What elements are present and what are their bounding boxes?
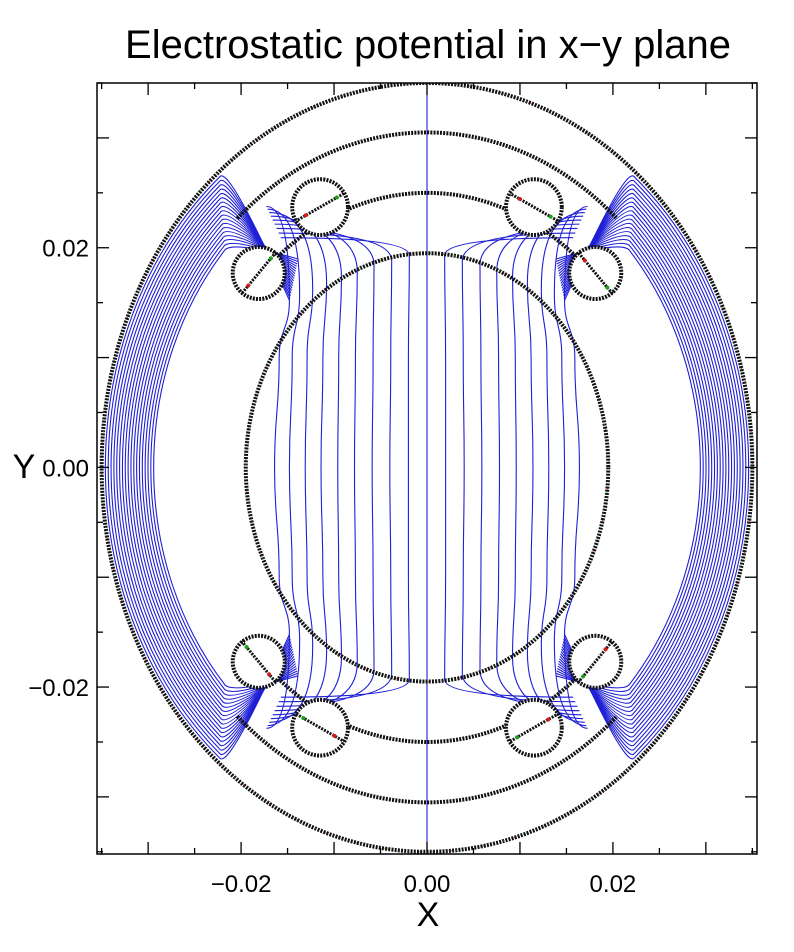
contour-line [267,208,301,727]
left-band-line [113,188,292,747]
outer-equipotential-bands [104,175,750,760]
contour-line [270,215,328,720]
contour-line [461,232,576,703]
right-band-line [559,214,724,721]
bottom-ring-outer [235,714,619,805]
right-band-line [562,192,738,742]
speckle-red [267,672,272,677]
inner-region-boundary-speckle-green [245,252,609,683]
left-band-line [116,192,292,742]
x-tick-label: 0.00 [404,871,451,898]
y-axis-ticks: 0.02 0.00 −0.02 [28,82,757,853]
right-band-line [558,227,716,708]
left-band-line [141,231,297,704]
speckle-green [301,716,306,721]
left-band-line [147,238,298,696]
speckle-red [582,258,587,263]
contour-line [269,211,314,723]
right-band-line [558,222,718,712]
left-band-line [110,184,291,751]
contour-line [280,237,410,698]
y-tick-label: 0.02 [42,236,89,263]
speckle-red [603,647,608,652]
contour-line [266,205,290,729]
right-band-line [557,231,713,704]
contour-line [526,215,584,720]
top-ring-outer [235,130,619,220]
right-band-line [559,218,721,717]
left-band-line [119,197,293,738]
left-band-line [121,201,293,734]
y-tick-label: −0.02 [28,675,89,702]
y-axis-label: Y [13,448,36,486]
speckle-green [548,214,553,219]
contour-line [540,211,585,723]
x-tick-label: 0.02 [590,871,637,898]
left-band-line [153,246,299,689]
right-band-line [561,201,733,734]
x-axis-label: X [417,896,440,934]
speckle-green [244,645,249,650]
left-band-line [138,227,296,708]
right-band-line [563,184,744,751]
speckle-green [581,674,586,679]
right-band-line [556,242,704,693]
contour-line [553,208,587,727]
speckle-red [303,213,308,218]
contour-line [479,227,578,707]
contour-line [276,227,375,707]
x-axis-ticks: −0.02 0.00 0.02 [100,83,754,898]
speckle-green [605,285,610,290]
left-band-line [130,214,295,721]
speckle-green [334,195,339,200]
y-tick-label: 0.00 [42,455,89,482]
right-band-line [556,238,707,696]
speckle-green [515,735,520,740]
left-band-line [133,218,295,717]
left-band-line [150,242,298,693]
right-band-line [560,210,727,725]
contour-line [272,219,343,716]
speckle-red [546,717,551,722]
right-band-line [555,246,701,689]
x-tick-label: −0.02 [211,871,272,898]
right-band-line [561,197,735,738]
contour-line [278,232,393,703]
right-band-line [560,205,730,729]
speckle-green [268,256,273,261]
contour-line [564,205,588,729]
left-band-line [136,222,296,712]
chart-title: Electrostatic potential in x−y plane [125,23,731,67]
left-band-line [124,205,294,729]
speckle-red [332,733,337,738]
speckle-red [517,196,522,201]
left-band-line [127,210,294,725]
contour-line [511,219,582,716]
speckle-red [246,283,251,288]
right-band-line [562,188,741,747]
right-band-line [557,235,710,700]
left-band-line [144,235,297,700]
